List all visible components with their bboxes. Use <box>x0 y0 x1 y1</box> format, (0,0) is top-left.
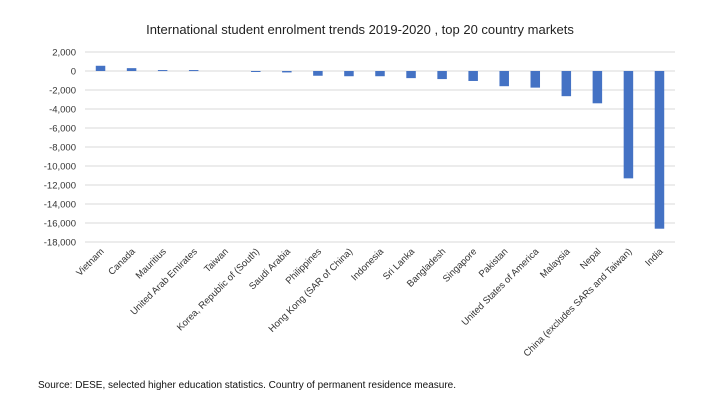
x-category-label: Indonesia <box>349 246 386 283</box>
bar <box>188 70 199 72</box>
y-tick-label: -10,000 <box>44 162 76 173</box>
bar <box>437 71 447 80</box>
x-category-label: Singapore <box>441 246 479 284</box>
bar <box>375 71 385 77</box>
y-axis-tick-labels: 2,000 0 -2,000 -4,000 -6,000 -8,000 -10,000 -12… <box>44 48 76 249</box>
y-tick-label: -4,000 <box>49 105 76 116</box>
y-tick-label: 0 <box>71 67 76 78</box>
bar <box>530 71 541 88</box>
bar <box>313 71 323 76</box>
bars <box>95 65 665 229</box>
y-tick-label: -6,000 <box>49 124 76 135</box>
chart-title: International student enrolment trends 2… <box>146 22 574 37</box>
bar <box>561 71 572 97</box>
y-tick-label: -2,000 <box>49 86 76 97</box>
bar <box>468 71 478 81</box>
bar <box>251 71 261 72</box>
bar <box>406 71 416 79</box>
x-category-label: Taiwan <box>202 246 231 275</box>
gridlines <box>85 51 675 243</box>
y-tick-label: -8,000 <box>49 143 76 154</box>
bar <box>95 65 106 71</box>
bar <box>344 71 354 77</box>
source-note: Source: DESE, selected higher education … <box>38 380 456 391</box>
bar <box>499 71 509 87</box>
x-category-label: Vietnam <box>74 246 106 278</box>
x-category-label: Nepal <box>578 246 603 271</box>
bar <box>654 71 665 229</box>
y-tick-label: -16,000 <box>44 219 76 230</box>
bar <box>623 71 634 179</box>
y-tick-label: -14,000 <box>44 200 76 211</box>
y-tick-label: -12,000 <box>44 181 76 192</box>
y-tick-label: -18,000 <box>44 238 76 249</box>
bar <box>157 70 168 72</box>
x-category-label: India <box>643 246 666 269</box>
bar <box>592 71 603 104</box>
y-tick-label: 2,000 <box>52 48 76 59</box>
bar <box>282 71 292 73</box>
bar <box>126 68 137 71</box>
x-category-label: Malaysia <box>538 246 573 281</box>
